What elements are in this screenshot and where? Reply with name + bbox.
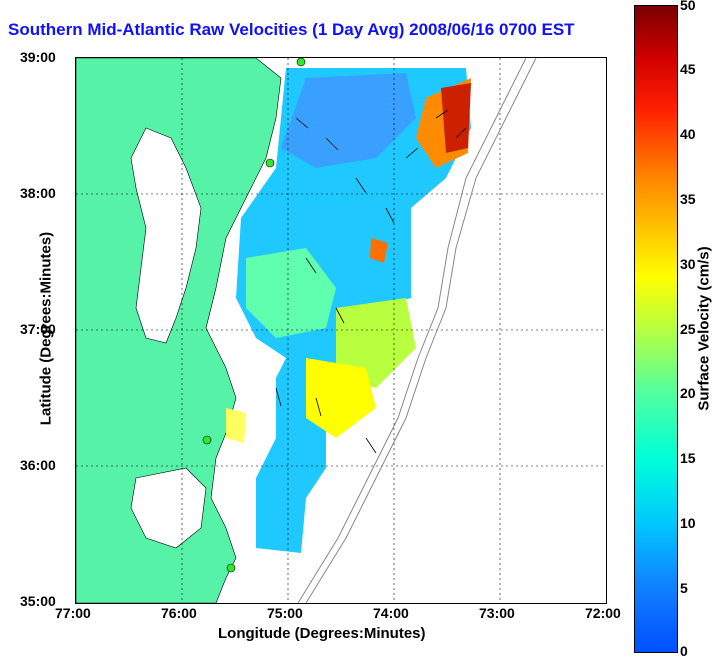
colorbar-tick: 5 (680, 580, 688, 596)
lon-tick: 77:00 (55, 605, 91, 621)
map-title: Southern Mid-Atlantic Raw Velocities (1 … (8, 20, 575, 39)
lat-tick: 36:00 (20, 457, 56, 473)
velocity-map (76, 58, 606, 603)
colorbar-tick: 20 (680, 385, 696, 401)
colorbar-tick: 30 (680, 256, 696, 272)
lat-tick: 35:00 (20, 593, 56, 609)
colorbar-tick: 40 (680, 126, 696, 142)
colorbar (634, 5, 678, 653)
lat-tick: 39:00 (20, 49, 56, 65)
bathymetry-contour-2 (297, 58, 527, 603)
colorbar-tick: 45 (680, 61, 696, 77)
colorbar-tick: 10 (680, 515, 696, 531)
radar-station-marker (226, 563, 236, 573)
lon-tick: 73:00 (479, 605, 515, 621)
lon-tick: 76:00 (161, 605, 197, 621)
colorbar-tick: 15 (680, 450, 696, 466)
map-grid (76, 58, 606, 603)
y-axis-label: Latitude (Degrees:Minutes) (37, 231, 55, 426)
lon-tick: 72:00 (585, 605, 621, 621)
radar-station-marker (296, 58, 306, 67)
colorbar-label: Surface Velocity (cm/s) (695, 246, 713, 411)
pamlico-sound (130, 467, 207, 549)
colorbar-tick: 50 (680, 0, 696, 13)
lat-tick: 38:00 (20, 185, 56, 201)
colorbar-tick: 25 (680, 321, 696, 337)
velocity-field (226, 68, 471, 553)
radar-station-marker (265, 158, 275, 168)
bathymetry-contour (305, 58, 537, 603)
lon-tick: 75:00 (267, 605, 303, 621)
map-plot-area (75, 57, 607, 604)
velocity-arrows (275, 109, 467, 454)
chesapeake-bay (130, 127, 202, 344)
colorbar-tick: 0 (680, 643, 688, 659)
lon-tick: 74:00 (373, 605, 409, 621)
x-axis-label: Longitude (Degrees:Minutes) (218, 625, 426, 642)
lat-tick: 37:00 (20, 321, 56, 337)
colorbar-tick: 35 (680, 191, 696, 207)
radar-station-marker (202, 435, 212, 445)
